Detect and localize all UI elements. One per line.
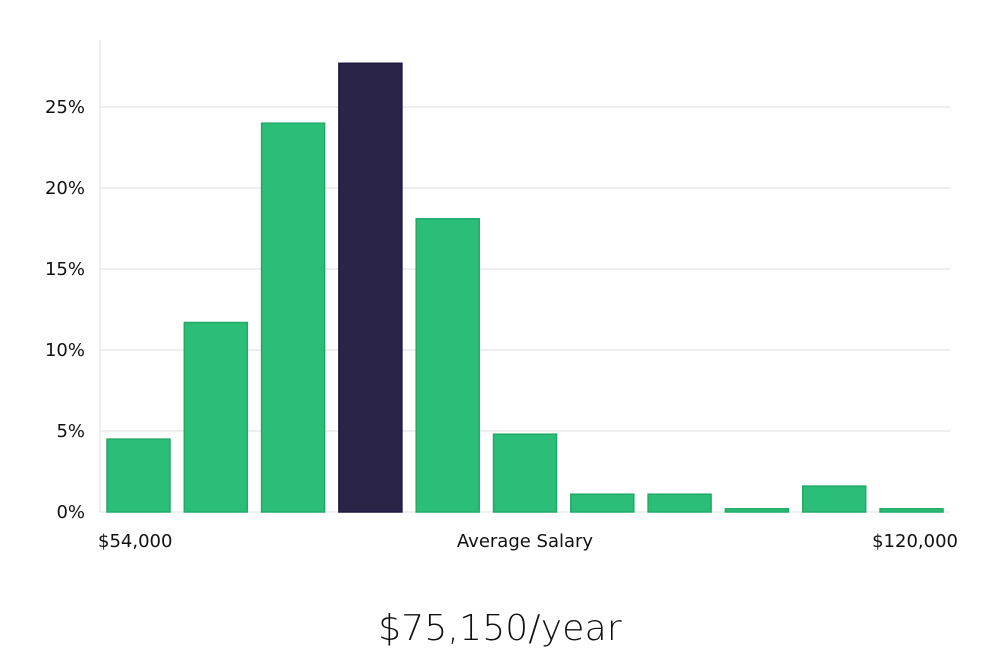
y-tick-label: 20% bbox=[45, 178, 85, 199]
histogram-bar bbox=[492, 433, 558, 513]
histogram-bar bbox=[879, 508, 944, 513]
salary-histogram: 0%5%10%15%20%25% $54,000 Average Salary … bbox=[45, 40, 958, 552]
y-tick-label: 0% bbox=[56, 502, 85, 523]
y-tick-label: 25% bbox=[45, 97, 85, 118]
histogram-bar bbox=[724, 508, 790, 513]
x-axis-title: Average Salary bbox=[457, 531, 594, 552]
y-tick-label: 10% bbox=[45, 340, 85, 361]
histogram-bar bbox=[570, 493, 635, 513]
histogram-bar bbox=[415, 218, 480, 513]
y-tick-labels: 0% 5% 10% 15% 20% 25% bbox=[45, 97, 85, 523]
y-tick-label: 15% bbox=[45, 259, 85, 280]
x-start-label: $54,000 bbox=[98, 531, 172, 552]
histogram-bar bbox=[647, 493, 712, 513]
histogram-bar bbox=[260, 122, 326, 513]
x-end-label: $120,000 bbox=[872, 531, 958, 552]
average-salary-value: $75,150/year bbox=[378, 608, 622, 649]
histogram-bar bbox=[106, 438, 171, 513]
y-tick-label: 5% bbox=[56, 421, 85, 442]
bars-group bbox=[106, 62, 944, 513]
histogram-bar-highlighted bbox=[338, 62, 403, 513]
histogram-bar bbox=[801, 485, 867, 513]
histogram-bar bbox=[183, 321, 249, 513]
